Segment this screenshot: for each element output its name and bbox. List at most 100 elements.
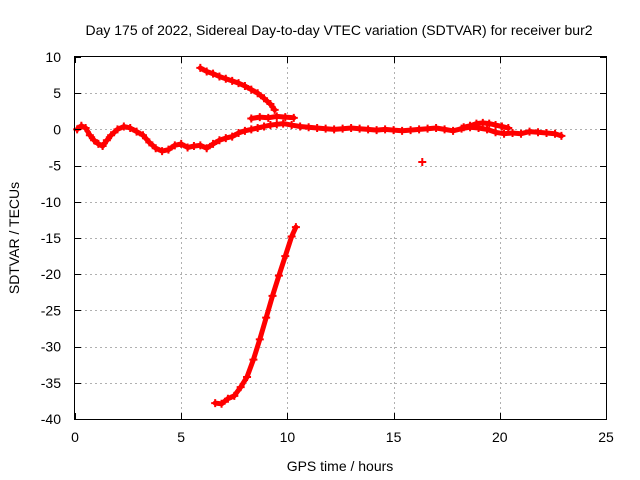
data-point <box>491 128 500 137</box>
series-descending-arc <box>196 63 279 114</box>
data-point <box>296 122 305 131</box>
data-point <box>230 391 239 400</box>
data-point <box>264 113 273 122</box>
data-point <box>202 67 211 76</box>
x-tick-label: 10 <box>280 429 296 445</box>
axis-ticks: 0 5 10 15 20 25 10 5 0 -5 -10 -15 -20 -25 -30 -35 -40 <box>41 49 614 445</box>
y-tick-label: -10 <box>41 194 61 210</box>
series-isolated-point <box>418 157 427 166</box>
data-point <box>253 89 262 98</box>
data-point <box>440 125 449 134</box>
data-point <box>170 141 179 150</box>
data-point <box>202 144 211 153</box>
data-point <box>196 141 205 150</box>
x-axis-label: GPS time / hours <box>287 458 394 474</box>
data-point <box>94 139 103 148</box>
data-point <box>228 132 237 141</box>
data-point <box>415 125 424 134</box>
data-point <box>304 123 313 132</box>
data-point <box>145 138 154 147</box>
data-point <box>485 119 494 128</box>
data-point <box>228 76 237 85</box>
data-point <box>542 129 551 138</box>
data-point <box>364 125 373 134</box>
x-tick-label: 0 <box>71 429 79 445</box>
data-point <box>497 122 506 131</box>
data-points <box>73 63 566 408</box>
data-point <box>338 124 347 133</box>
data-point <box>249 355 258 364</box>
data-point <box>483 125 492 134</box>
data-point <box>260 122 269 131</box>
data-point <box>215 136 224 145</box>
data-point <box>209 69 218 78</box>
data-point <box>491 121 500 130</box>
y-tick-label: 5 <box>53 85 61 101</box>
data-point <box>247 125 256 134</box>
series-bump <box>459 118 513 132</box>
data-point <box>119 122 128 131</box>
data-point <box>534 128 543 137</box>
data-point <box>525 127 534 136</box>
data-point <box>236 383 245 392</box>
data-point <box>330 125 339 134</box>
data-point <box>158 147 167 156</box>
data-point <box>268 291 277 300</box>
data-point <box>262 313 271 322</box>
data-point <box>272 112 281 121</box>
data-point <box>151 144 160 153</box>
data-point <box>234 79 243 88</box>
chart-title: Day 175 of 2022, Sidereal Day-to-day VTE… <box>85 22 592 38</box>
data-point <box>260 94 269 103</box>
data-point <box>243 373 252 382</box>
data-point <box>274 271 283 280</box>
series-line <box>212 224 299 407</box>
grid <box>75 57 606 419</box>
series-rising-arc <box>211 223 300 408</box>
data-point <box>90 136 99 145</box>
data-point <box>281 252 290 261</box>
data-point <box>255 335 264 344</box>
data-point <box>281 113 290 122</box>
y-axis-label: SDTVAR / TECUs <box>6 182 22 294</box>
data-point <box>508 129 517 138</box>
data-point <box>423 124 432 133</box>
data-point <box>196 63 205 72</box>
data-point <box>270 105 279 114</box>
data-point <box>247 114 256 123</box>
data-point <box>247 85 256 94</box>
data-point <box>98 142 107 151</box>
data-point <box>459 123 468 132</box>
y-tick-label: -15 <box>41 230 61 246</box>
y-tick-label: -5 <box>49 158 62 174</box>
data-point <box>253 123 262 132</box>
data-point <box>347 123 356 132</box>
data-point <box>223 394 232 403</box>
data-point <box>432 123 441 132</box>
data-point <box>287 121 296 130</box>
y-tick-label: -20 <box>41 266 61 282</box>
data-point <box>102 136 111 145</box>
data-point <box>321 124 330 133</box>
y-tick-label: 10 <box>45 49 61 65</box>
data-point <box>217 399 226 408</box>
data-point <box>355 124 364 133</box>
data-point <box>215 72 224 81</box>
y-tick-label: -30 <box>41 339 61 355</box>
data-point <box>398 126 407 135</box>
data-point <box>126 123 135 132</box>
data-point <box>557 131 566 140</box>
data-point <box>234 129 243 138</box>
data-point <box>289 113 298 122</box>
data-point <box>132 127 141 136</box>
data-point <box>221 74 230 83</box>
data-point <box>221 134 230 143</box>
data-point <box>466 121 475 130</box>
data-point <box>85 131 94 140</box>
data-point <box>504 123 513 132</box>
y-tick-label: -35 <box>41 375 61 391</box>
data-point <box>77 121 86 130</box>
data-point <box>279 119 288 128</box>
data-point <box>107 131 116 140</box>
